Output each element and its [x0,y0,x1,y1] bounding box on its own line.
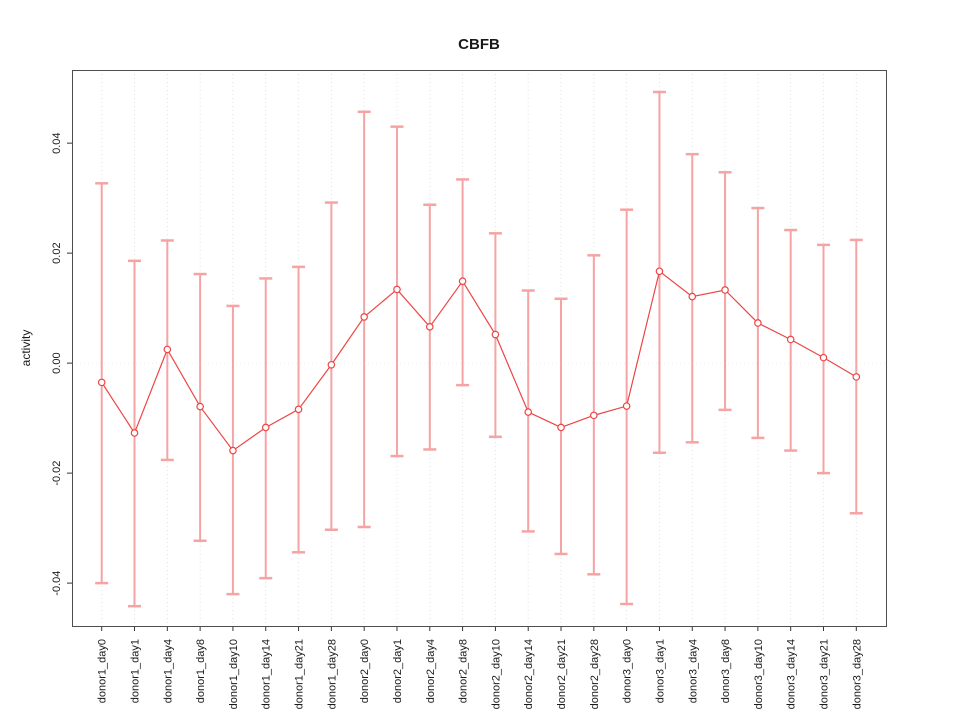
data-series-line [101,270,857,452]
data-point [327,360,336,369]
x-tick-label: donor1_day28 [326,639,338,709]
x-tick-label: donor3_day8 [720,639,732,703]
plot-border [72,70,887,627]
data-point [425,323,434,331]
x-tick-label: donor1_day1 [130,639,142,703]
x-tick-label: donor2_day1 [392,639,404,703]
x-tick-label: donor3_day4 [687,639,699,703]
x-tick-label: donor2_day0 [359,639,371,703]
error-bars-layer [95,90,863,608]
y-tick-label: 0.00 [51,352,63,373]
x-tick-label: donor2_day10 [490,639,502,709]
data-point [557,423,565,432]
data-point [458,277,467,285]
x-tick-label: donor2_day28 [589,639,601,709]
data-point [852,373,861,381]
data-point [163,345,172,354]
x-tick-label: donor3_day1 [654,639,666,703]
data-point [229,446,237,455]
x-tick-label: donor3_day14 [786,639,798,709]
x-tick-label: donor1_day4 [162,639,174,703]
data-point [97,378,106,387]
series-line-layer [101,270,857,452]
x-tick-label: donor3_day0 [622,639,634,703]
x-tick-label: donor1_day21 [294,639,306,709]
data-point [655,267,664,276]
x-tick-label: donor2_day4 [425,639,437,703]
y-tick-label: 0.02 [51,242,63,263]
x-tick-label: donor3_day21 [818,639,830,709]
data-points-layer [97,267,861,455]
y-tick-label: -0.04 [51,571,63,596]
x-tick-label: donor2_day8 [458,639,470,703]
y-tick-label: 0.04 [51,132,63,153]
x-tick-label: donor2_day14 [523,639,535,709]
y-axis-label: activity [19,330,33,367]
y-tick-label: -0.02 [51,461,63,486]
data-point [622,402,631,410]
x-tick-label: donor1_day8 [195,639,207,703]
data-point [819,353,828,362]
data-point [130,429,139,437]
data-point [261,423,270,432]
data-point [590,411,598,420]
data-point [754,319,762,327]
data-point [721,286,729,294]
data-point [786,335,795,344]
x-tick-label: donor1_day10 [228,639,240,709]
data-point [294,405,303,414]
data-point [524,408,533,416]
x-tick-label: donor2_day21 [556,639,568,709]
data-point [196,402,204,411]
x-tick-label: donor3_day10 [753,639,765,709]
chart-title: CBFB [458,36,500,53]
data-point [688,292,697,301]
axes-layer: donor1_day0 donor1_day1 donor1_day4 donor1_… [51,132,863,709]
data-point [393,285,401,294]
data-point [360,313,368,321]
x-tick-label: donor1_day0 [97,639,109,703]
grid-layer [72,70,886,626]
x-tick-label: donor3_day28 [851,639,863,709]
data-point [491,330,500,339]
x-tick-label: donor1_day14 [261,639,273,709]
